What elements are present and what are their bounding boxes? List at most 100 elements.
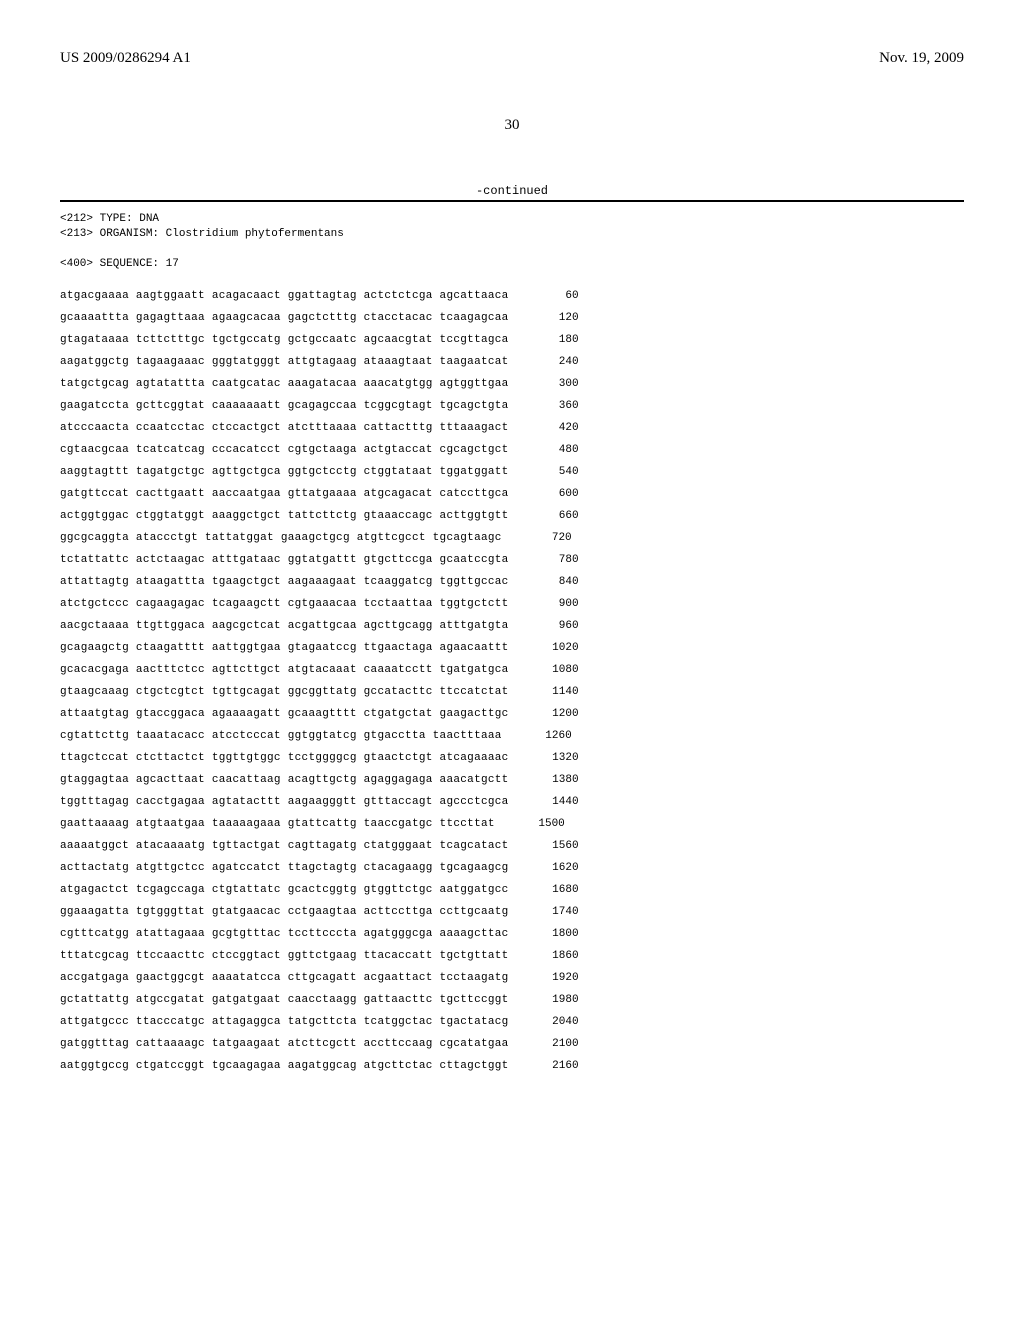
sequence-data: gcagaagctg ctaagatttt aattggtgaa gtagaat… — [60, 637, 509, 659]
sequence-data: gtaagcaaag ctgctcgtct tgttgcagat ggcggtt… — [60, 681, 509, 703]
sequence-label: <400> SEQUENCE: 17 — [60, 258, 964, 270]
sequence-position: 1680 — [539, 879, 579, 901]
sequence-row: gaattaaaag atgtaatgaa taaaaagaaa gtattca… — [60, 813, 964, 835]
sequence-data: attattagtg ataagattta tgaagctgct aagaaag… — [60, 571, 509, 593]
sequence-row: gtagataaaa tcttctttgc tgctgccatg gctgcca… — [60, 329, 964, 351]
sequence-position: 780 — [539, 549, 579, 571]
sequence-data: atgagactct tcgagccaga ctgtattatc gcactcg… — [60, 879, 509, 901]
sequence-row: gaagatccta gcttcggtat caaaaaaatt gcagagc… — [60, 395, 964, 417]
sequence-position: 1920 — [539, 967, 579, 989]
sequence-row: gtaggagtaa agcacttaat caacattaag acagttg… — [60, 769, 964, 791]
sequence-data: aatggtgccg ctgatccggt tgcaagagaa aagatgg… — [60, 1055, 509, 1077]
sequence-data: gcaaaattta gagagttaaa agaagcacaa gagctct… — [60, 307, 509, 329]
sequence-position: 2160 — [539, 1055, 579, 1077]
sequence-data: atgacgaaaa aagtggaatt acagacaact ggattag… — [60, 285, 509, 307]
sequence-position: 1020 — [539, 637, 579, 659]
sequence-data: aacgctaaaa ttgttggaca aagcgctcat acgattg… — [60, 615, 509, 637]
sequence-position: 540 — [539, 461, 579, 483]
sequence-row: accgatgaga gaactggcgt aaaatatcca cttgcag… — [60, 967, 964, 989]
sequence-row: actggtggac ctggtatggt aaaggctgct tattctt… — [60, 505, 964, 527]
sequence-position: 720 — [532, 527, 572, 549]
sequence-position: 960 — [539, 615, 579, 637]
sequence-row: aatggtgccg ctgatccggt tgcaagagaa aagatgg… — [60, 1055, 964, 1077]
sequence-data: acttactatg atgttgctcc agatccatct ttagcta… — [60, 857, 509, 879]
sequence-data: tatgctgcag agtatattta caatgcatac aaagata… — [60, 373, 509, 395]
sequence-row: atgagactct tcgagccaga ctgtattatc gcactcg… — [60, 879, 964, 901]
sequence-data: aagatggctg tagaagaaac gggtatgggt attgtag… — [60, 351, 509, 373]
sequence-data: tttatcgcag ttccaacttc ctccggtact ggttctg… — [60, 945, 509, 967]
sequence-position: 2040 — [539, 1011, 579, 1033]
sequence-row: attgatgccc ttacccatgc attagaggca tatgctt… — [60, 1011, 964, 1033]
sequence-data: atctgctccc cagaagagac tcagaagctt cgtgaaa… — [60, 593, 509, 615]
sequence-metadata: <212> TYPE: DNA <213> ORGANISM: Clostrid… — [60, 212, 964, 243]
sequence-position: 300 — [539, 373, 579, 395]
sequence-position: 420 — [539, 417, 579, 439]
sequence-row: tggtttagag cacctgagaa agtatacttt aagaagg… — [60, 791, 964, 813]
sequence-data: gaattaaaag atgtaatgaa taaaaagaaa gtattca… — [60, 813, 495, 835]
sequence-row: tttatcgcag ttccaacttc ctccggtact ggttctg… — [60, 945, 964, 967]
sequence-row: gcagaagctg ctaagatttt aattggtgaa gtagaat… — [60, 637, 964, 659]
page-number: 30 — [60, 117, 964, 134]
sequence-position: 1740 — [539, 901, 579, 923]
sequence-row: ttagctccat ctcttactct tggttgtggc tcctggg… — [60, 747, 964, 769]
sequence-position: 1860 — [539, 945, 579, 967]
sequence-position: 1140 — [539, 681, 579, 703]
sequence-row: gcacacgaga aactttctcc agttcttgct atgtaca… — [60, 659, 964, 681]
continued-label: -continued — [60, 184, 964, 198]
sequence-listing: atgacgaaaa aagtggaatt acagacaact ggattag… — [60, 285, 964, 1077]
sequence-data: ggcgcaggta ataccctgt tattatggat gaaagctg… — [60, 527, 502, 549]
sequence-data: gaagatccta gcttcggtat caaaaaaatt gcagagc… — [60, 395, 509, 417]
sequence-position: 600 — [539, 483, 579, 505]
sequence-row: cgtaacgcaa tcatcatcag cccacatcct cgtgcta… — [60, 439, 964, 461]
sequence-data: accgatgaga gaactggcgt aaaatatcca cttgcag… — [60, 967, 509, 989]
sequence-row: aagatggctg tagaagaaac gggtatgggt attgtag… — [60, 351, 964, 373]
sequence-data: cgtttcatgg atattagaaa gcgtgtttac tccttcc… — [60, 923, 509, 945]
sequence-row: gctattattg atgccgatat gatgatgaat caaccta… — [60, 989, 964, 1011]
sequence-row: acttactatg atgttgctcc agatccatct ttagcta… — [60, 857, 964, 879]
sequence-row: ggcgcaggta ataccctgt tattatggat gaaagctg… — [60, 527, 964, 549]
sequence-position: 1800 — [539, 923, 579, 945]
sequence-data: gatgttccat cacttgaatt aaccaatgaa gttatga… — [60, 483, 509, 505]
sequence-row: aaaaatggct atacaaaatg tgttactgat cagttag… — [60, 835, 964, 857]
sequence-row: atctgctccc cagaagagac tcagaagctt cgtgaaa… — [60, 593, 964, 615]
sequence-position: 120 — [539, 307, 579, 329]
sequence-row: tctattattc actctaagac atttgataac ggtatga… — [60, 549, 964, 571]
sequence-position: 1320 — [539, 747, 579, 769]
sequence-row: attattagtg ataagattta tgaagctgct aagaaag… — [60, 571, 964, 593]
sequence-row: tatgctgcag agtatattta caatgcatac aaagata… — [60, 373, 964, 395]
sequence-position: 840 — [539, 571, 579, 593]
sequence-position: 1500 — [525, 813, 565, 835]
sequence-position: 1980 — [539, 989, 579, 1011]
organism-line: <213> ORGANISM: Clostridium phytoferment… — [60, 227, 964, 242]
publication-date: Nov. 19, 2009 — [879, 50, 964, 67]
sequence-data: tggtttagag cacctgagaa agtatacttt aagaagg… — [60, 791, 509, 813]
sequence-position: 2100 — [539, 1033, 579, 1055]
sequence-row: gatgttccat cacttgaatt aaccaatgaa gttatga… — [60, 483, 964, 505]
sequence-row: gcaaaattta gagagttaaa agaagcacaa gagctct… — [60, 307, 964, 329]
sequence-row: cgtttcatgg atattagaaa gcgtgtttac tccttcc… — [60, 923, 964, 945]
sequence-position: 1440 — [539, 791, 579, 813]
sequence-position: 1080 — [539, 659, 579, 681]
sequence-data: ttagctccat ctcttactct tggttgtggc tcctggg… — [60, 747, 509, 769]
sequence-data: gcacacgaga aactttctcc agttcttgct atgtaca… — [60, 659, 509, 681]
sequence-row: gatggtttag cattaaaagc tatgaagaat atcttcg… — [60, 1033, 964, 1055]
page-header: US 2009/0286294 A1 Nov. 19, 2009 — [60, 50, 964, 67]
sequence-data: gtaggagtaa agcacttaat caacattaag acagttg… — [60, 769, 509, 791]
sequence-position: 1620 — [539, 857, 579, 879]
sequence-data: attgatgccc ttacccatgc attagaggca tatgctt… — [60, 1011, 509, 1033]
sequence-position: 360 — [539, 395, 579, 417]
sequence-data: cgtattcttg taaatacacc atcctcccat ggtggta… — [60, 725, 502, 747]
sequence-position: 180 — [539, 329, 579, 351]
sequence-position: 1380 — [539, 769, 579, 791]
sequence-data: gatggtttag cattaaaagc tatgaagaat atcttcg… — [60, 1033, 509, 1055]
sequence-data: cgtaacgcaa tcatcatcag cccacatcct cgtgcta… — [60, 439, 509, 461]
patent-number: US 2009/0286294 A1 — [60, 50, 191, 67]
type-line: <212> TYPE: DNA — [60, 212, 964, 227]
sequence-data: gctattattg atgccgatat gatgatgaat caaccta… — [60, 989, 509, 1011]
sequence-data: gtagataaaa tcttctttgc tgctgccatg gctgcca… — [60, 329, 509, 351]
sequence-position: 480 — [539, 439, 579, 461]
sequence-position: 240 — [539, 351, 579, 373]
sequence-data: attaatgtag gtaccggaca agaaaagatt gcaaagt… — [60, 703, 509, 725]
sequence-position: 1200 — [539, 703, 579, 725]
sequence-row: attaatgtag gtaccggaca agaaaagatt gcaaagt… — [60, 703, 964, 725]
